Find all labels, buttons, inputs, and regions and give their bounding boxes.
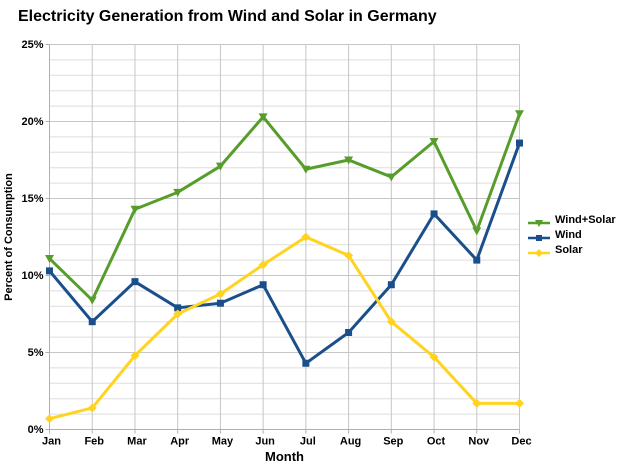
series-line-wind [48,142,521,366]
series-point-solar-marker [87,403,97,413]
series-point-wind-marker [516,139,523,147]
x-axis-title: Month [265,449,304,464]
x-tick-label: Jul [300,436,316,448]
x-tick-label: May [212,436,234,448]
series-point-solar-marker [386,317,396,327]
y-axis-title: Percent of Consumption [3,173,15,301]
legend-label: Wind+Solar [555,214,616,226]
series-point-solar-marker [301,232,311,242]
series-point-solar-marker [515,398,524,408]
series-point-wind-marker [259,281,267,289]
legend-marker-solar-icon [527,245,551,257]
series-point-wind-solar-marker [386,173,396,182]
y-tick-label: 10% [21,270,43,282]
series-point-wind-solar-marker [130,205,140,214]
legend-item-solar: Solar [527,244,616,257]
series-point-solar-marker [258,260,268,270]
y-tick-label: 15% [21,193,43,205]
x-tick-label: Oct [427,436,446,448]
x-tick-label: Apr [170,436,190,448]
series-point-wind-solar-marker [429,138,439,147]
series-point-solar-marker [45,414,54,424]
x-tick-label: Sep [383,436,403,448]
legend-marker-wind-icon [527,230,551,241]
x-tick-label: Jan [42,436,61,448]
series-point-wind-marker [46,267,53,275]
x-tick-label: Aug [340,436,361,448]
chart-title: Electricity Generation from Wind and Sol… [18,8,437,25]
series-point-solar-marker [173,309,183,319]
series-line-solar [49,235,520,421]
series-point-solar-marker [130,351,140,361]
series-point-solar-marker [472,398,482,408]
series-point-wind-marker [131,278,139,286]
y-tick-label: 25% [21,39,43,51]
series-point-wind-marker [302,359,310,367]
y-tick-label: 5% [28,347,44,359]
series-point-solar-marker [344,250,354,260]
series-line-wind-solar [48,113,521,303]
x-tick-label: Feb [84,436,104,448]
series-point-wind-marker [345,328,353,336]
y-tick-label: 0% [28,424,44,436]
series-point-wind-solar-marker [173,188,183,197]
series-point-wind-solar-marker [215,162,225,171]
series-point-wind-solar-marker [87,296,97,305]
series-point-wind-marker [473,256,481,264]
series-point-wind-solar-marker [301,165,311,174]
legend-label: Solar [555,244,583,256]
series-point-solar-marker [215,289,225,299]
legend-label: Wind [555,229,582,241]
legend-item-wind-solar: Wind+Solar [527,214,616,227]
series-point-wind-marker [88,318,96,326]
legend: Wind+Solar Wind Solar [527,214,616,257]
x-tick-label: Jun [255,436,275,448]
legend-item-wind: Wind [527,229,616,241]
series-point-wind-marker [174,304,182,312]
x-tick-label: Dec [511,436,531,448]
x-tick-label: Nov [468,436,490,448]
series-point-wind-solar-marker [344,156,354,165]
series-point-wind-solar-marker [515,110,524,119]
legend-marker-wind-solar-icon [527,215,551,227]
series-point-wind-marker [430,210,438,218]
series-point-wind-solar-marker [472,227,482,236]
series-point-wind-solar-marker [258,113,268,122]
series-point-wind-marker [216,299,224,307]
series-point-solar-marker [429,352,439,362]
series-point-wind-solar-marker [45,255,54,264]
x-tick-label: Mar [127,436,147,448]
series-point-wind-marker [387,281,395,289]
y-tick-label: 20% [21,116,43,128]
